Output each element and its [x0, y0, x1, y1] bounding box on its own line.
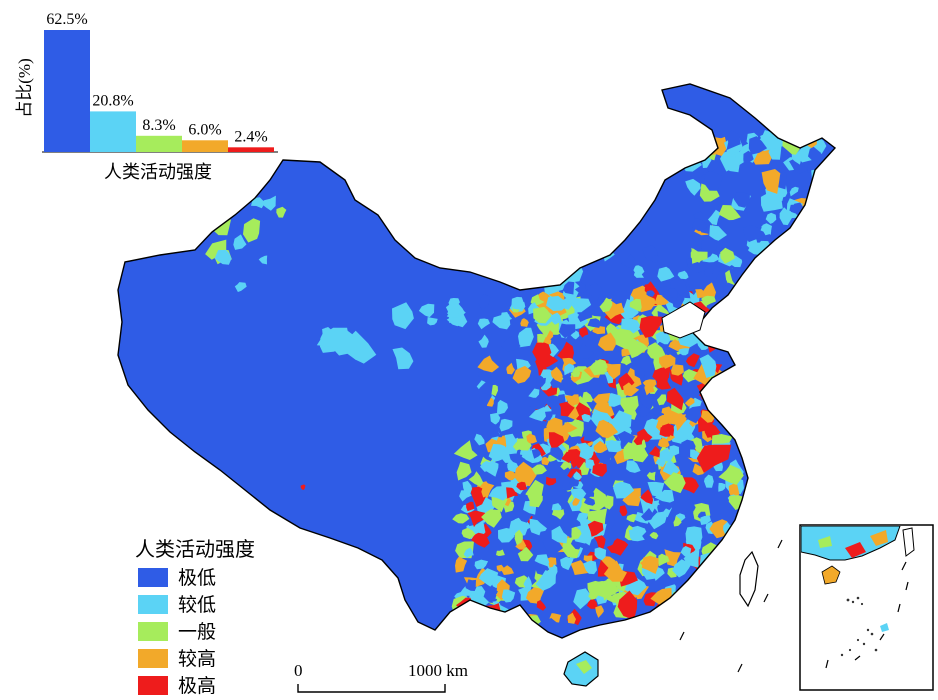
bar-value-label-2: 20.8%: [92, 92, 133, 109]
scale-end-label: 1000 km: [408, 661, 468, 680]
proportion-bar-chart: 占比(%) 62.5% 20.8% 8.3% 6.0% 2.4% 人类活动强度: [15, 11, 278, 182]
inset-content: [801, 526, 915, 669]
bar-value-label-3: 8.3%: [142, 117, 175, 134]
legend-label-1: 极低: [178, 567, 216, 589]
legend-swatch-1: [138, 568, 168, 587]
south-china-sea-inset: [799, 524, 934, 691]
legend-label-2: 较低: [178, 594, 216, 616]
legend-label-4: 较高: [178, 648, 216, 670]
legend-title: 人类活动强度: [135, 538, 255, 561]
bar-1: [44, 30, 90, 152]
legend-swatch-3: [138, 622, 168, 641]
legend-label-5: 极高: [178, 675, 216, 697]
bar-5: [228, 147, 274, 152]
legend-swatch-4: [138, 649, 168, 668]
scale-start-label: 0: [294, 661, 303, 680]
bar-chart-ylabel: 占比(%): [15, 58, 34, 117]
china-map: [117, 83, 836, 687]
maritime-boundary-marks: [679, 539, 783, 673]
bar-value-label-1: 62.5%: [46, 11, 87, 28]
bar-4: [182, 140, 228, 152]
bar-2: [90, 111, 136, 152]
taiwan-island: [739, 550, 759, 608]
legend-swatch-5: [138, 676, 168, 695]
bar-value-label-5: 2.4%: [234, 128, 267, 145]
scale-bar: 0 1000 km: [294, 661, 468, 693]
bar-value-label-4: 6.0%: [188, 121, 221, 138]
bohai-bay: [661, 301, 706, 339]
legend-swatch-2: [138, 595, 168, 614]
bar-3: [136, 135, 182, 152]
scale-bar-line: [297, 684, 446, 693]
legend-label-3: 一般: [178, 621, 216, 643]
hainan-island: [563, 651, 599, 687]
bar-chart-xlabel: 人类活动强度: [104, 162, 212, 182]
